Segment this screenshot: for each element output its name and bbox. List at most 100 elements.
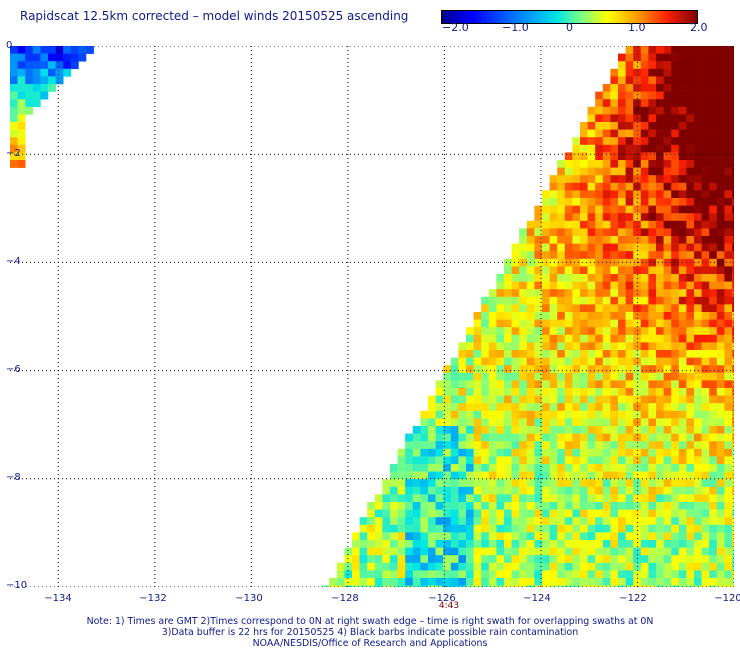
wind-cell xyxy=(633,76,642,85)
wind-cell xyxy=(488,380,497,389)
wind-cell xyxy=(443,494,452,503)
wind-cell xyxy=(640,570,649,579)
wind-cell xyxy=(549,395,558,404)
wind-cell xyxy=(412,494,421,503)
wind-cell xyxy=(686,372,695,381)
wind-cell xyxy=(587,129,596,138)
wind-cell xyxy=(686,456,695,465)
wind-cell xyxy=(694,281,702,290)
wind-cell xyxy=(678,350,687,358)
wind-cell xyxy=(678,334,687,343)
wind-cell xyxy=(671,509,680,518)
wind-cell xyxy=(716,53,725,62)
wind-cell xyxy=(542,448,550,457)
wind-cell xyxy=(564,296,573,305)
wind-cell xyxy=(557,532,566,541)
wind-cell xyxy=(686,304,695,313)
wind-cell xyxy=(557,228,566,237)
wind-cell xyxy=(656,304,664,313)
wind-cell xyxy=(587,585,596,587)
wind-cell xyxy=(542,471,550,480)
wind-cell xyxy=(732,160,734,168)
wind-cell xyxy=(633,509,642,518)
wind-cell xyxy=(709,479,718,488)
wind-cell xyxy=(481,441,490,450)
wind-cell xyxy=(534,547,543,556)
wind-cell xyxy=(428,509,436,518)
wind-cell xyxy=(625,281,634,290)
wind-cell xyxy=(694,456,702,465)
wind-cell xyxy=(648,160,657,168)
wind-cell xyxy=(618,532,626,541)
wind-cell xyxy=(595,342,604,351)
wind-cell xyxy=(572,182,581,191)
wind-cell xyxy=(549,555,558,564)
wind-cell xyxy=(587,289,596,298)
wind-cell xyxy=(648,274,657,282)
wind-cell xyxy=(443,524,452,533)
wind-cell xyxy=(625,585,634,587)
wind-cell xyxy=(678,312,687,320)
wind-cell xyxy=(587,464,596,472)
wind-cell xyxy=(587,220,596,229)
wind-cell xyxy=(694,410,702,419)
wind-cell xyxy=(374,494,383,503)
wind-cell xyxy=(526,517,535,526)
wind-cell xyxy=(686,198,695,206)
wind-cell xyxy=(488,585,497,587)
wind-cell xyxy=(352,547,360,556)
wind-cell xyxy=(397,578,406,586)
wind-cell xyxy=(732,236,734,244)
wind-cell xyxy=(580,456,588,465)
wind-cell xyxy=(86,46,94,54)
wind-cell xyxy=(466,388,474,396)
wind-cell xyxy=(496,509,505,518)
wind-cell xyxy=(709,160,718,168)
wind-cell xyxy=(724,372,733,381)
wind-cell xyxy=(473,456,482,465)
wind-cell xyxy=(549,243,558,252)
wind-cell xyxy=(17,122,26,130)
wind-cell xyxy=(580,578,588,586)
wind-cell xyxy=(519,236,528,244)
wind-cell xyxy=(435,540,444,548)
wind-cell xyxy=(412,448,421,457)
wind-cell xyxy=(678,91,687,100)
wind-cell xyxy=(663,426,672,434)
wind-cell xyxy=(450,365,459,374)
wind-cell xyxy=(618,517,626,526)
wind-cell xyxy=(648,479,657,488)
wind-cell xyxy=(595,578,604,586)
wind-cell xyxy=(602,274,611,282)
wind-cell xyxy=(450,570,459,579)
wind-cell xyxy=(709,106,718,115)
wind-cell xyxy=(602,190,611,199)
wind-cell xyxy=(572,319,581,328)
wind-cell xyxy=(618,388,626,396)
wind-cell xyxy=(458,524,467,533)
wind-cell xyxy=(633,524,642,533)
wind-cell xyxy=(610,137,619,146)
wind-cell xyxy=(473,334,482,343)
wind-cell xyxy=(625,175,634,184)
wind-cell xyxy=(633,274,642,282)
wind-cell xyxy=(481,426,490,434)
wind-cell xyxy=(511,547,520,556)
wind-cell xyxy=(640,144,649,153)
wind-cell xyxy=(701,562,710,571)
wind-cell xyxy=(435,555,444,564)
wind-cell xyxy=(686,517,695,526)
wind-cell xyxy=(595,403,604,412)
wind-cell xyxy=(602,540,611,548)
wind-cell xyxy=(466,327,474,336)
wind-cell xyxy=(549,182,558,191)
wind-cell xyxy=(716,258,725,267)
wind-cell xyxy=(678,509,687,518)
wind-cell xyxy=(572,251,581,260)
wind-cell xyxy=(716,152,725,161)
wind-cell xyxy=(481,403,490,412)
wind-cell xyxy=(405,562,414,571)
wind-cell xyxy=(564,190,573,199)
wind-cell xyxy=(466,464,474,472)
wind-cell xyxy=(534,395,543,404)
